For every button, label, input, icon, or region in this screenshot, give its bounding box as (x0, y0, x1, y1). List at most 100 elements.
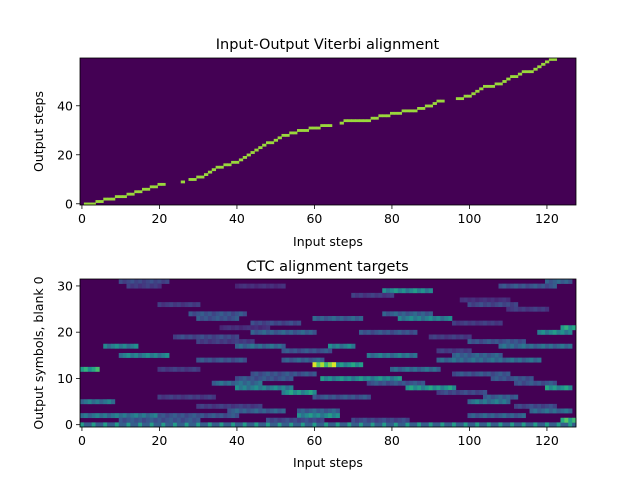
target-cell (281, 343, 286, 349)
alignment-cell (432, 102, 437, 105)
target-cell (486, 302, 492, 308)
target-cell (479, 390, 484, 395)
target-cell (281, 283, 286, 289)
target-cell (142, 283, 147, 289)
target-cell (91, 399, 96, 405)
target-cell (304, 371, 309, 377)
target-cell (130, 353, 135, 358)
target-cell (483, 371, 488, 377)
target-cell (238, 357, 244, 363)
target-cell (343, 394, 348, 400)
target-cell (289, 357, 294, 363)
target-cell (308, 329, 313, 335)
target-cell (134, 343, 139, 349)
target-cell (359, 394, 364, 400)
target-cell (161, 302, 166, 308)
target-cell (262, 329, 267, 335)
target-cell (514, 394, 519, 400)
target-cell (490, 320, 495, 326)
target-cell (223, 413, 228, 419)
target-cell (246, 380, 251, 386)
target-cell (215, 380, 220, 386)
target-cell (486, 371, 492, 377)
target-cell (324, 413, 329, 419)
target-cell (514, 403, 519, 409)
blank-cell (114, 422, 120, 428)
target-cell (285, 390, 290, 395)
target-cell (320, 394, 325, 400)
blank-cell (479, 422, 484, 428)
target-cell (355, 292, 360, 298)
target-cell (347, 362, 352, 368)
blank-cell (165, 422, 170, 428)
target-cell (192, 366, 197, 372)
alignment-cell (467, 94, 472, 98)
target-cell (490, 394, 495, 400)
target-cell (223, 334, 228, 340)
ctc-y-tick-label: 10 (57, 371, 73, 386)
target-cell (285, 329, 290, 335)
target-cell (401, 366, 406, 372)
target-cell (455, 357, 461, 363)
target-cell (378, 292, 383, 298)
target-cell (328, 348, 333, 354)
alignment-cell (514, 75, 519, 78)
target-cell (87, 399, 92, 405)
target-cell (250, 380, 255, 386)
target-cell (444, 390, 449, 395)
target-cell (238, 385, 244, 391)
target-cell (134, 417, 139, 423)
ctc-y-ticks: 0 10 20 30 (57, 278, 80, 432)
alignment-cell (498, 82, 503, 86)
target-cell (386, 288, 391, 294)
blank-cell (83, 422, 89, 428)
target-cell (467, 357, 472, 363)
target-cell (316, 417, 321, 423)
viterbi-x-tick-label: 100 (458, 211, 482, 226)
alignment-cell (87, 202, 93, 206)
target-cell (548, 279, 554, 284)
target-cell (498, 353, 503, 358)
target-cell (207, 311, 213, 317)
target-cell (83, 413, 89, 419)
target-cell (285, 320, 290, 326)
blank-cell (362, 422, 368, 428)
alignment-cell (250, 151, 255, 154)
target-cell (300, 348, 306, 354)
target-cell (564, 329, 569, 335)
target-cell (153, 417, 158, 423)
target-cell (390, 311, 395, 317)
target-cell (297, 348, 302, 354)
target-cell (266, 329, 271, 335)
target-cell (250, 343, 255, 349)
ctc-x-tick-label: 80 (384, 433, 400, 448)
target-cell (304, 417, 309, 423)
alignment-cell (440, 99, 445, 103)
target-cell (413, 316, 418, 321)
alignment-cell (246, 153, 251, 157)
blank-cell (235, 422, 240, 428)
target-cell (269, 417, 275, 423)
target-cell (525, 376, 530, 382)
target-cell (227, 325, 232, 331)
blank-cell (548, 422, 554, 428)
target-cell (545, 380, 550, 386)
alignment-cell (382, 114, 387, 118)
target-cell (157, 353, 162, 358)
target-cell (134, 413, 139, 419)
target-cell (176, 413, 182, 419)
target-cell (200, 413, 205, 419)
target-cell (235, 343, 240, 349)
target-cell (521, 413, 526, 419)
target-cell (370, 353, 375, 358)
target-cell (440, 357, 445, 363)
target-cell (444, 348, 449, 354)
target-cell (556, 279, 561, 284)
target-cell (250, 385, 255, 391)
alignment-cell (269, 141, 275, 145)
target-cell (258, 408, 263, 414)
target-cell (568, 329, 573, 335)
blank-cell (258, 422, 263, 428)
target-cell (498, 357, 503, 363)
target-cell (452, 334, 457, 340)
